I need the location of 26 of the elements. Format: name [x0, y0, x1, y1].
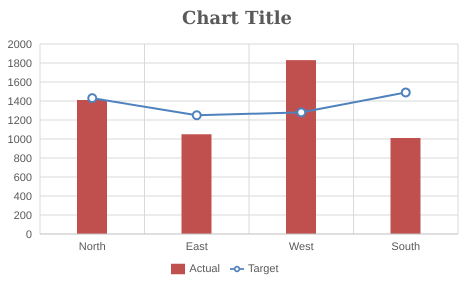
point — [296, 107, 306, 118]
bar — [286, 60, 316, 234]
legend-label: Actual — [189, 262, 220, 275]
y-tick-label: 1000 — [8, 134, 32, 146]
y-tick-label: 0 — [26, 228, 32, 241]
y-tick-label: 1400 — [8, 96, 32, 108]
x-tick-label: South — [391, 240, 420, 253]
point — [87, 93, 98, 104]
y-tick-label: 1600 — [8, 76, 32, 89]
y-tick-label: 800 — [14, 152, 32, 165]
y-tick-label: 2000 — [8, 38, 32, 51]
legend-label: Target — [248, 262, 279, 275]
y-tick-label: 600 — [14, 172, 32, 184]
y-tick-label: 1800 — [8, 58, 32, 70]
point — [400, 87, 411, 98]
chart-title: Chart Title — [181, 8, 293, 29]
x-tick-label: North — [78, 240, 106, 253]
y-tick-label: 1200 — [8, 114, 32, 127]
y-tick-label: 200 — [14, 210, 32, 222]
x-tick-label: West — [288, 240, 314, 253]
x-tick-label: East — [186, 240, 208, 253]
bar — [390, 138, 420, 234]
point — [192, 110, 202, 120]
y-tick-label: 400 — [14, 190, 32, 203]
bar — [182, 134, 212, 234]
bar — [77, 100, 107, 234]
